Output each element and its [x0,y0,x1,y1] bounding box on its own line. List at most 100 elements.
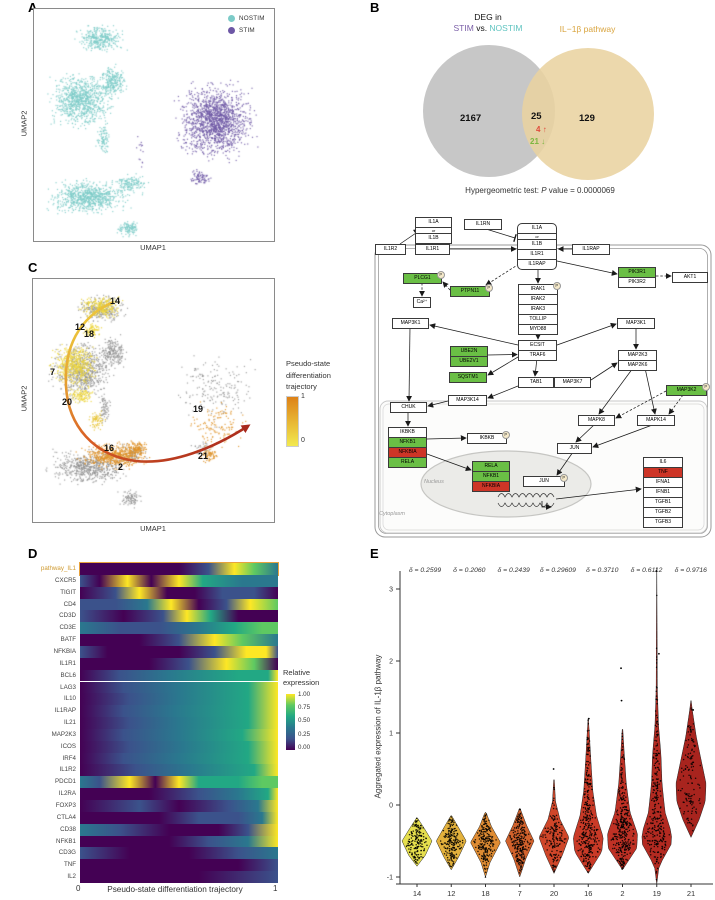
heatmap-xlabel: Pseudo-state differentiation trajectory [107,885,243,894]
heatmap-x-max: 1 [273,884,278,893]
venn-title-stim: STIM [453,23,474,33]
pathway-edge [485,228,517,243]
heatmap-row-label-BCL6: BCL6 [60,671,76,679]
pathway-gene-il1r1: IL1R1 [518,249,556,259]
panel-a-ylabel: UMAP2 [19,110,29,137]
pathway-gene-map2k3: MAP2K3 [627,352,648,358]
pathway-edge [429,323,519,346]
heatmap-row-label-CXCR5: CXCR5 [55,576,76,584]
nostim-color-dot [228,15,235,22]
pathway-edge [556,260,618,276]
heatmap-row-MAP2K3 [80,728,278,741]
pathway-gene-jun: JUN [569,445,580,451]
pathway-gene-myd88: MYD88 [519,324,557,334]
heatmap-row-IL1RAP [80,705,278,718]
venn-left-count: 2167 [460,113,482,124]
violin-xtick-14: 14 [413,889,421,898]
phospho-badge: P [701,382,710,391]
pathway-node-il1a-or-il1b: IL1A or IL1B [415,217,452,244]
delta-label-6: δ = 0.9716 [675,567,708,574]
panel-a-xlabel: UMAP1 [140,243,166,252]
phospho-badge: P [484,283,493,292]
heatmap-row-IL2RA [80,788,278,800]
heatmap-row-label-IL1R1: IL1R1 [59,659,76,667]
stim-label: STIM [239,27,255,34]
pathway-edge [487,351,518,358]
heatmap-colorbar-tick: 0.75 [298,704,311,712]
pathway-gene-il1b: IL1B [518,239,556,249]
pathway-gene-ikbkb: IKBKB [479,435,495,441]
pathway-gene-ikbkb: IKBKB [400,429,415,435]
violin-18 [470,811,501,878]
pathway-gene-il1r1: IL1R1 [425,246,440,252]
heatmap-row-label-IRF4: IRF4 [62,754,76,762]
heatmap-colorbar [286,694,295,750]
heatmap-row-label-CD3D: CD3D [59,612,76,620]
heatmap-row-label-CD4: CD4 [63,600,76,608]
panel-c-ylabel: UMAP2 [19,385,29,412]
trajectory-arrow [64,300,251,463]
heatmap-row-label-NFKB1: NFKB1 [56,837,76,845]
delta-label-2: δ = 0.2439 [497,567,530,574]
pathway-edge [442,281,451,291]
venn-title-nostim: NOSTIM [489,23,523,33]
violin-ytick-2: 2 [389,658,393,665]
cluster-label-20: 20 [62,397,73,407]
heatmap-row-label-IL1R2: IL1R2 [59,766,76,774]
pathway-gene-jun: JUN [539,478,549,484]
pathway-gene-il6: IL6 [659,459,667,465]
violin-xtick-2: 2 [620,889,624,898]
heatmap-row-label-CD38: CD38 [60,825,76,833]
violin-ytick-0: 0 [389,802,393,809]
pathway-gene-pik3r2: PIK3R2 [619,277,655,287]
umap-scatter-c [33,279,272,520]
phospho-badge: P [552,281,561,290]
heatmap-row-label-FOXP3: FOXP3 [55,802,76,809]
violin-xtick-21: 21 [687,889,695,898]
heatmap-row-label-PDCD1: PDCD1 [55,778,76,786]
panel-letter-e: E [370,546,379,561]
heatmap-row-LAG3 [80,681,278,694]
venn-overlap-count: 25 [531,111,542,122]
cluster-label-7: 7 [50,367,56,377]
pathway-node-mapk14: MAPK14 [637,415,675,426]
pathway-node-receptor-complex: IL1A or IL1B IL1R1 IL1RAP [517,223,557,270]
heatmap-row-BCL6 [80,669,278,682]
heatmap-colorbar-tick: 0.50 [298,717,311,725]
pathway-gene-tgfb1: TGFB1 [644,497,682,507]
pathway-gene-mapk14: MAPK14 [646,417,666,423]
heatmap-row-TIGIT [80,586,278,599]
venn-title-vs: vs. [473,23,490,33]
pathway-gene-or: or [518,233,556,239]
pathway-gene-ifnb1: IFNB1 [644,487,682,497]
pathway-node-ecsit-traf6: ECSIT TRAF6 [518,340,557,361]
pathway-edge [426,453,472,472]
pathway-gene-irak1: IRAK1 [530,286,546,292]
violin-xtick-12: 12 [447,889,455,898]
pathway-gene-tgfb3: TGFB3 [644,517,682,527]
heatmap-row-IL2 [80,871,278,883]
heatmap-row-label-BATF: BATF [60,636,76,644]
pathway-edge [487,356,519,376]
heatmap-row-label-TNF: TNF [63,861,76,869]
pathway-edge [590,362,618,381]
pathway-gene-chuk: CHUK [401,404,416,410]
heatmap-row-label-CD3G: CD3G [58,849,76,857]
pathway-gene-il1rn: IL1RN [475,221,491,227]
violin-xtick-20: 20 [550,889,558,898]
venn-title-pathway: IL−1β pathway [559,24,616,34]
pathway-gene-nfkbia: NFKBIA [473,481,509,491]
cluster-label-2: 2 [118,462,124,472]
pathway-node-il1rn: IL1RN [464,219,502,230]
pathway-gene-tab1: TAB1 [529,379,543,385]
pathway-edge [427,400,449,408]
heatmap-row-IL10 [80,693,278,706]
cluster-label-19: 19 [193,404,204,414]
pathway-gene-tnf: TNF [644,467,682,477]
pathway-gene-nfkb1: NFKB1 [389,437,426,447]
pathway-gene-tollip: TOLLIP [519,314,557,324]
pathway-edge [556,322,617,346]
pathway-gene-il1rap: IL1RAP [518,259,556,269]
heatmap-row-label-TIGIT: TIGIT [60,588,76,596]
